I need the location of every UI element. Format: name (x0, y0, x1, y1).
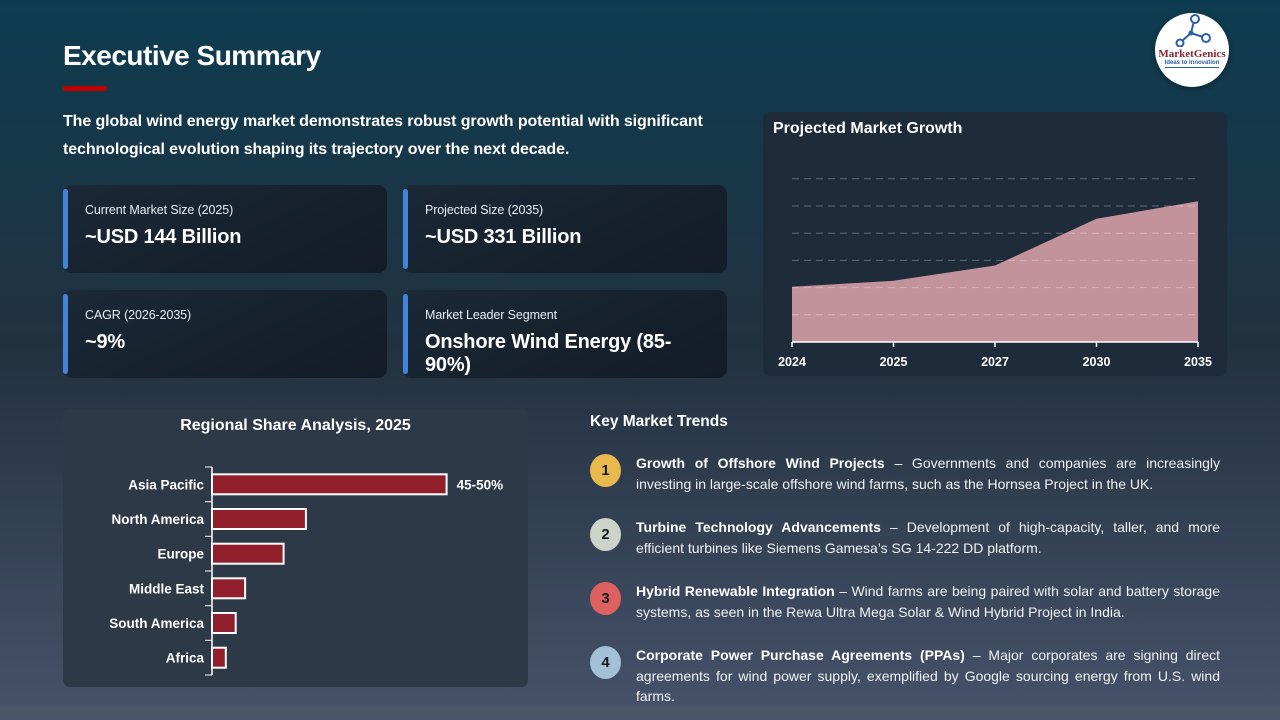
stat-label: Market Leader Segment (425, 308, 558, 322)
regional-share-panel: Regional Share Analysis, 2025 Asia Pacif… (63, 409, 528, 687)
bar-label: Africa (166, 651, 205, 666)
trend-item-corporate-ppas: 4 Corporate Power Purchase Agreements (P… (590, 645, 1220, 707)
trend-number-badge: 3 (590, 582, 621, 615)
stat-card-projected-size: Projected Size (2035) ~USD 331 Billion (403, 185, 727, 273)
bar (211, 508, 307, 530)
logo-name: MarketGenics (1158, 48, 1226, 60)
stat-card-current-size: Current Market Size (2025) ~USD 144 Bill… (63, 185, 387, 273)
trend-title: Growth of Offshore Wind Projects (636, 455, 885, 471)
trend-body: – Wind farms are being paired with solar… (636, 583, 1220, 620)
bar (211, 646, 227, 669)
trend-body: – Major corporates are signing direct ag… (636, 647, 1220, 704)
area-series (792, 201, 1198, 342)
axis-label: 2024 (778, 355, 806, 369)
growth-chart-title: Projected Market Growth (773, 120, 963, 137)
trend-number-badge: 4 (590, 646, 621, 679)
trend-text: Growth of Offshore Wind Projects – Gover… (636, 453, 1220, 494)
axis-label: 2035 (1184, 355, 1212, 369)
trend-title: Hybrid Renewable Integration (636, 583, 835, 599)
stat-label: Projected Size (2035) (425, 203, 544, 217)
axis-label: 2027 (981, 355, 1009, 369)
stat-cards: Current Market Size (2025) ~USD 144 Bill… (63, 185, 727, 378)
bar (211, 577, 247, 600)
stat-card-leader-segment: Market Leader Segment Onshore Wind Energ… (403, 290, 727, 378)
regional-chart-title: Regional Share Analysis, 2025 (180, 417, 411, 434)
molecule-icon (1175, 14, 1211, 47)
intro-text: The global wind energy market demonstrat… (63, 113, 703, 158)
key-market-trends-heading: Key Market Trends (590, 413, 728, 430)
bar (211, 542, 285, 565)
trend-title: Corporate Power Purchase Agreements (PPA… (636, 647, 965, 663)
bar-label: Europe (157, 547, 204, 562)
trend-text: Turbine Technology Advancements – Develo… (636, 517, 1220, 558)
stat-value: ~USD 331 Billion (425, 226, 582, 248)
trend-text: Hybrid Renewable Integration – Wind farm… (636, 581, 1220, 622)
stat-card-cagr: CAGR (2026-2035) ~9% (63, 290, 387, 378)
bar-value-label: 45-50% (457, 477, 504, 492)
stat-value: ~9% (85, 331, 125, 353)
trend-body: – Governments and companies are increasi… (636, 455, 1221, 492)
bar (211, 612, 237, 634)
trend-item-offshore-wind: 1 Growth of Offshore Wind Projects – Gov… (590, 453, 1220, 494)
stat-value: ~USD 144 Billion (85, 226, 242, 248)
bar-label: Middle East (129, 581, 205, 596)
marketgenics-logo: MarketGenics Ideas to Innovation (1155, 13, 1229, 87)
axis-label: 2030 (1083, 355, 1111, 369)
footer-band (0, 706, 1280, 720)
trend-number-badge: 2 (590, 518, 621, 551)
bar-label: South America (109, 616, 204, 631)
stat-label: CAGR (2026-2035) (85, 308, 192, 322)
stat-label: Current Market Size (2025) (85, 203, 234, 217)
axis-label: 2025 (880, 355, 908, 369)
trend-title: Turbine Technology Advancements (636, 519, 881, 535)
title-accent-rule (63, 86, 107, 91)
regional-bar-chart: Asia Pacific 45-50% North America Europe Mid… (109, 466, 504, 676)
trend-item-turbine-technology: 2 Turbine Technology Advancements – Deve… (590, 517, 1220, 558)
trend-number-badge: 1 (590, 454, 621, 487)
bar-label: Asia Pacific (128, 477, 204, 492)
growth-area-chart: 2024 2025 2027 2030 2035 (778, 178, 1212, 369)
projected-market-growth-panel: Projected Market Growth 2024 2025 2027 2030… (763, 112, 1227, 376)
trend-list: 1 Growth of Offshore Wind Projects – Gov… (590, 453, 1220, 720)
trend-body: – Development of high-capacity, taller, … (636, 519, 1220, 556)
bar (211, 473, 448, 496)
bar-label: North America (111, 512, 204, 527)
logo-tagline: Ideas to Innovation (1164, 60, 1220, 68)
stat-value: Onshore Wind Energy (85-90%) (425, 331, 672, 376)
trend-item-hybrid-renewable: 3 Hybrid Renewable Integration – Wind fa… (590, 581, 1220, 622)
page-title: Executive Summary (63, 40, 321, 71)
trend-text: Corporate Power Purchase Agreements (PPA… (636, 645, 1220, 707)
